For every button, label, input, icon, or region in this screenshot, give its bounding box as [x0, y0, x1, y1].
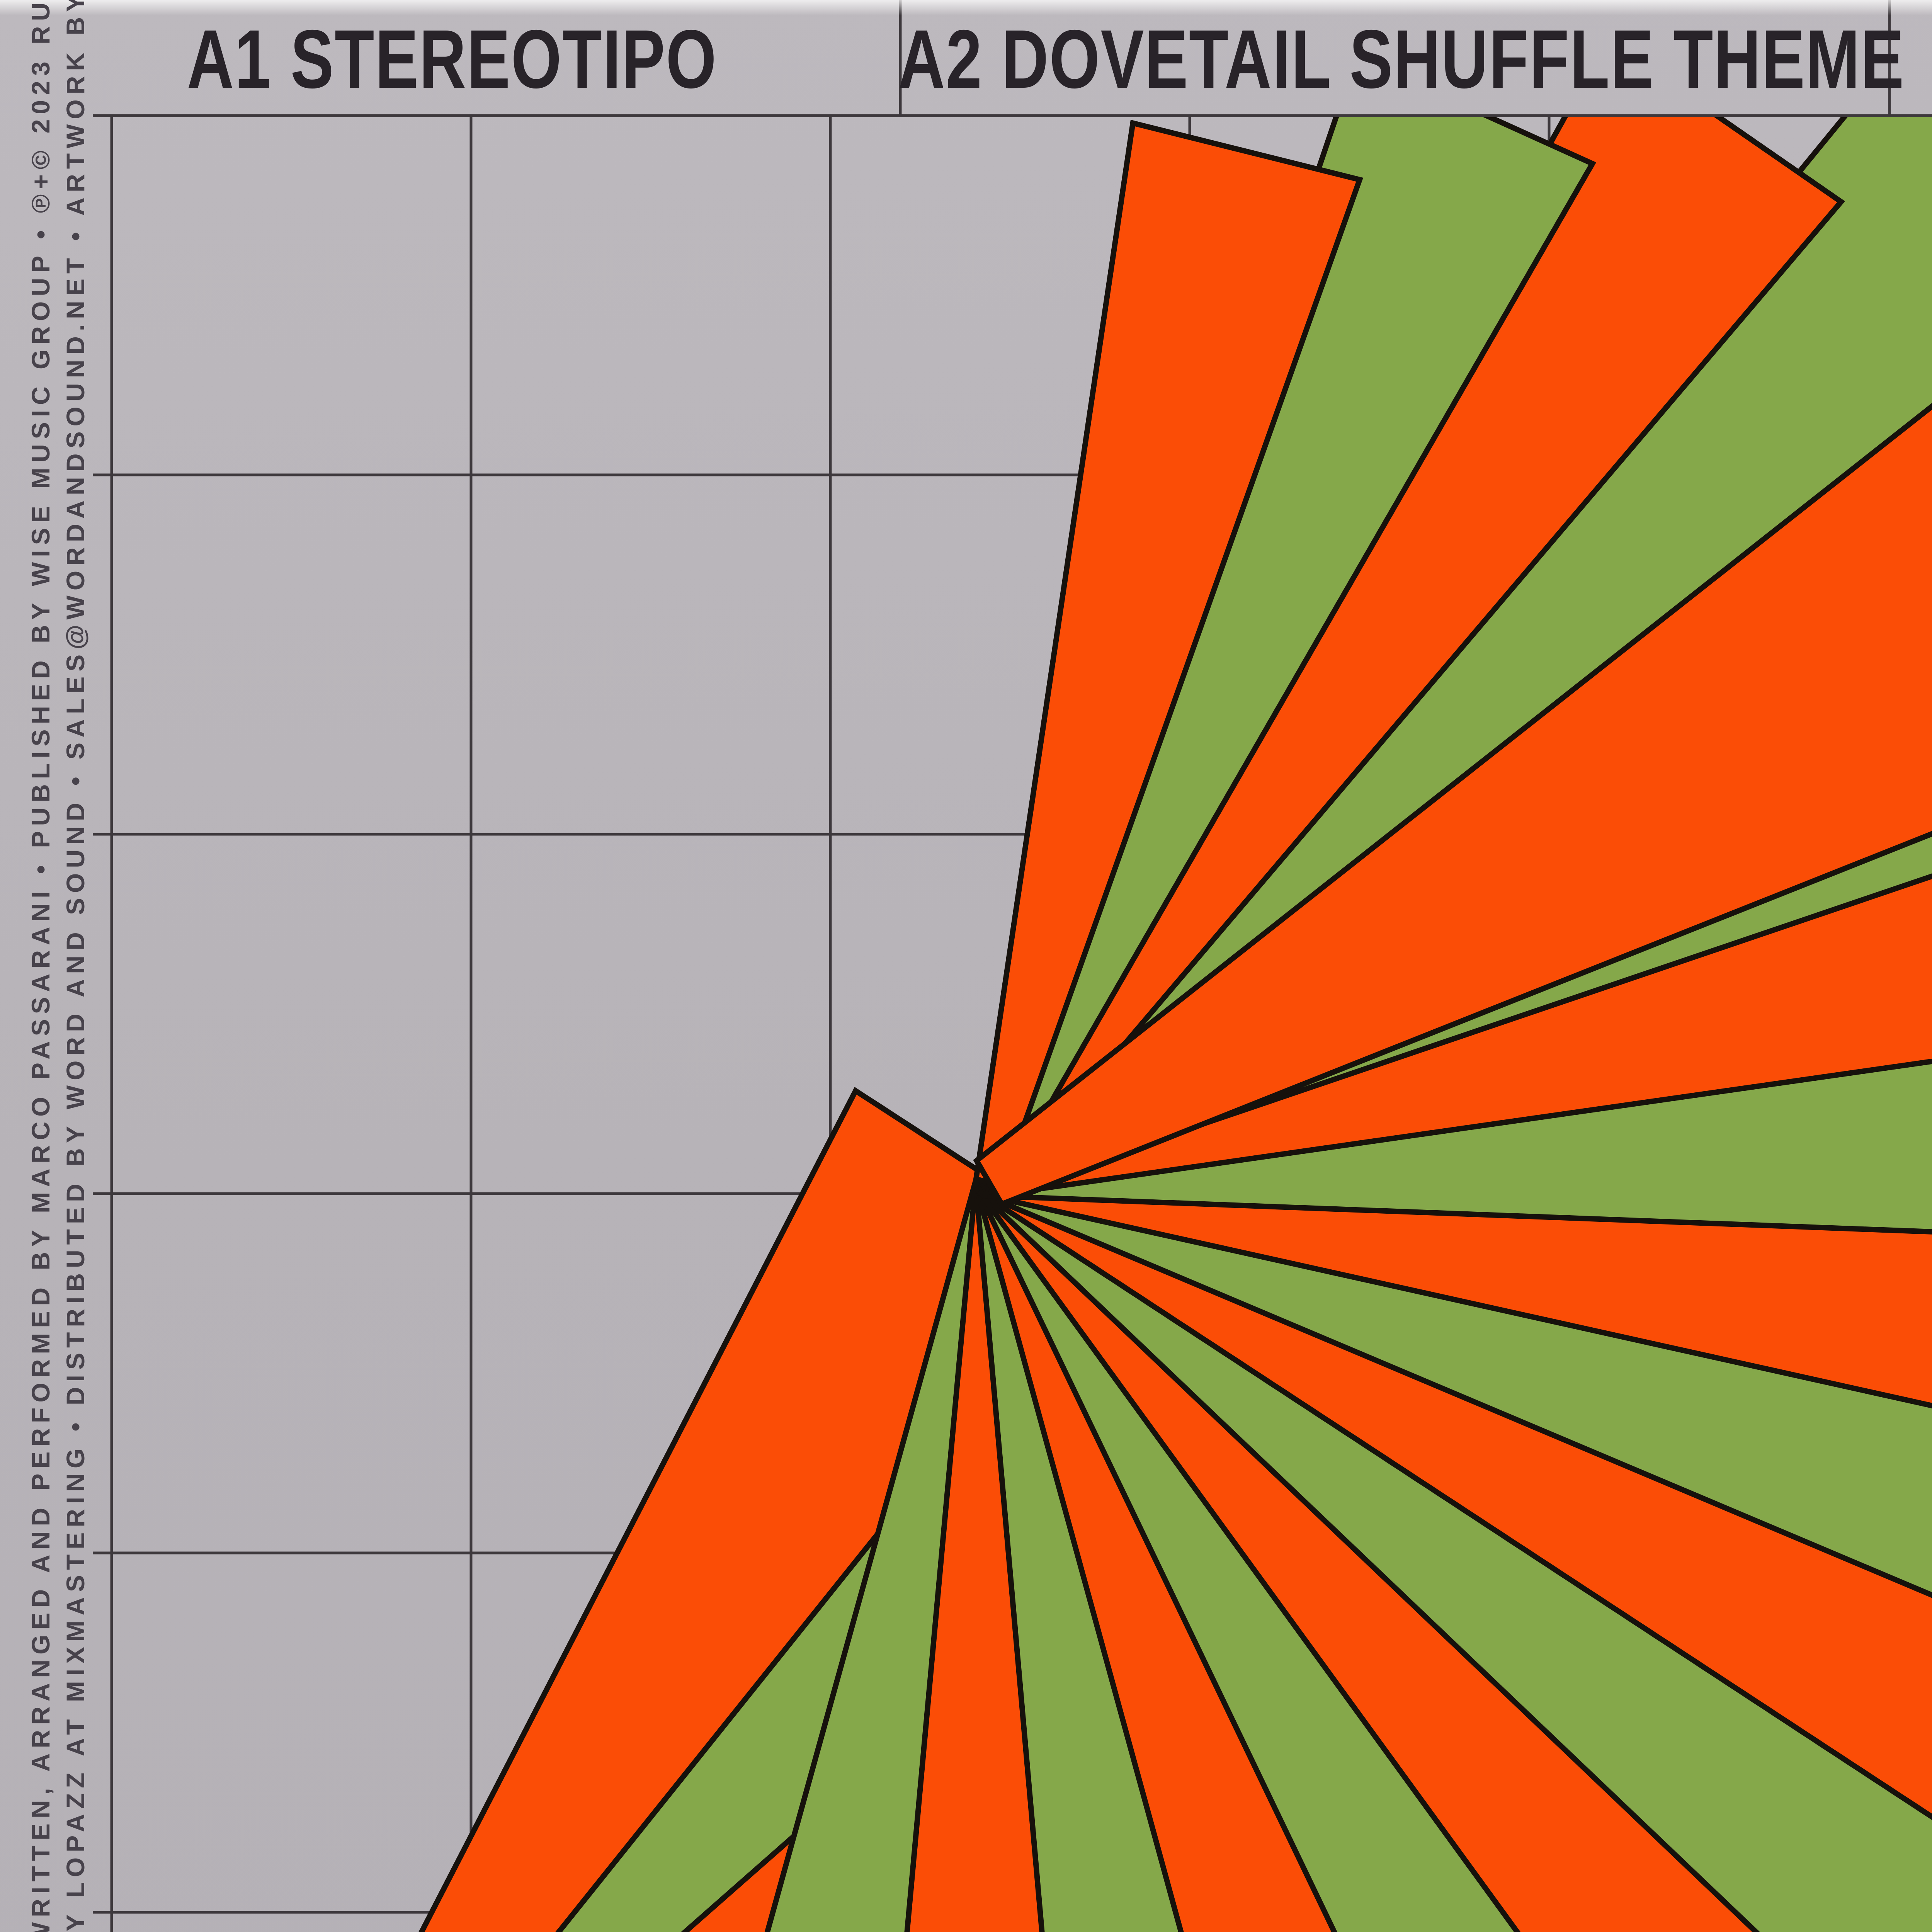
- track-label: A2 DOVETAIL SHUFFLE THEME: [898, 12, 1905, 105]
- track-title-a3: A3 SATURDAY ROMANCE: [1875, 15, 1932, 104]
- spiral-card: [973, 403, 1932, 1208]
- track-title-a2: A2 DOVETAIL SHUFFLE THEME: [756, 15, 1932, 104]
- spiral-cards: [418, 117, 1932, 1932]
- credits-line-1: EVERYTHING WRITTEN, ARRANGED AND PERFORM…: [26, 0, 55, 1932]
- track-title-a1: A1 STEREOTIPO: [112, 15, 792, 104]
- credits-line-2: MASTERED BY LOPAZZ AT MIXMASTERING • DIS…: [61, 0, 90, 1932]
- track-label: A1 STEREOTIPO: [187, 12, 718, 105]
